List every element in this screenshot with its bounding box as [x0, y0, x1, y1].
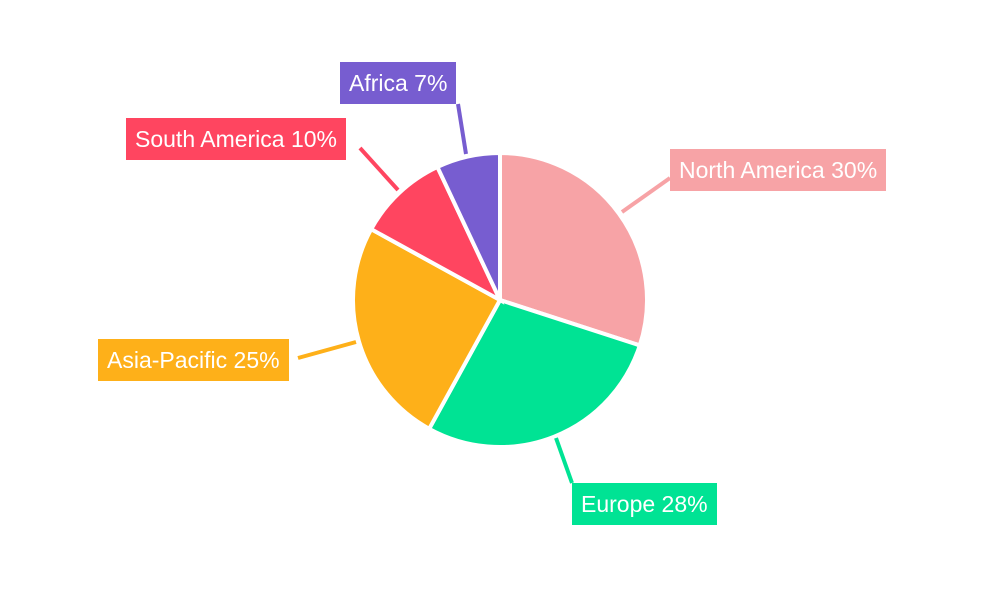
leader-line [554, 437, 574, 484]
label-south-america: South America 10% [126, 118, 347, 160]
pie-slice-north-america[interactable] [498, 150, 649, 348]
leader-line [358, 146, 400, 192]
label-africa: Africa 7% [340, 62, 457, 104]
pie-slice-africa[interactable] [434, 150, 502, 301]
pie-slice-south-america[interactable] [368, 164, 505, 305]
leader-line [456, 103, 468, 155]
label-asia-pacific: Asia-Pacific 25% [98, 339, 289, 381]
leader-line [297, 340, 357, 360]
pie-slice-asia-pacific[interactable] [351, 226, 503, 432]
label-europe: Europe 28% [572, 483, 717, 525]
label-north-america: North America 30% [670, 149, 887, 191]
leader-line [620, 176, 672, 214]
